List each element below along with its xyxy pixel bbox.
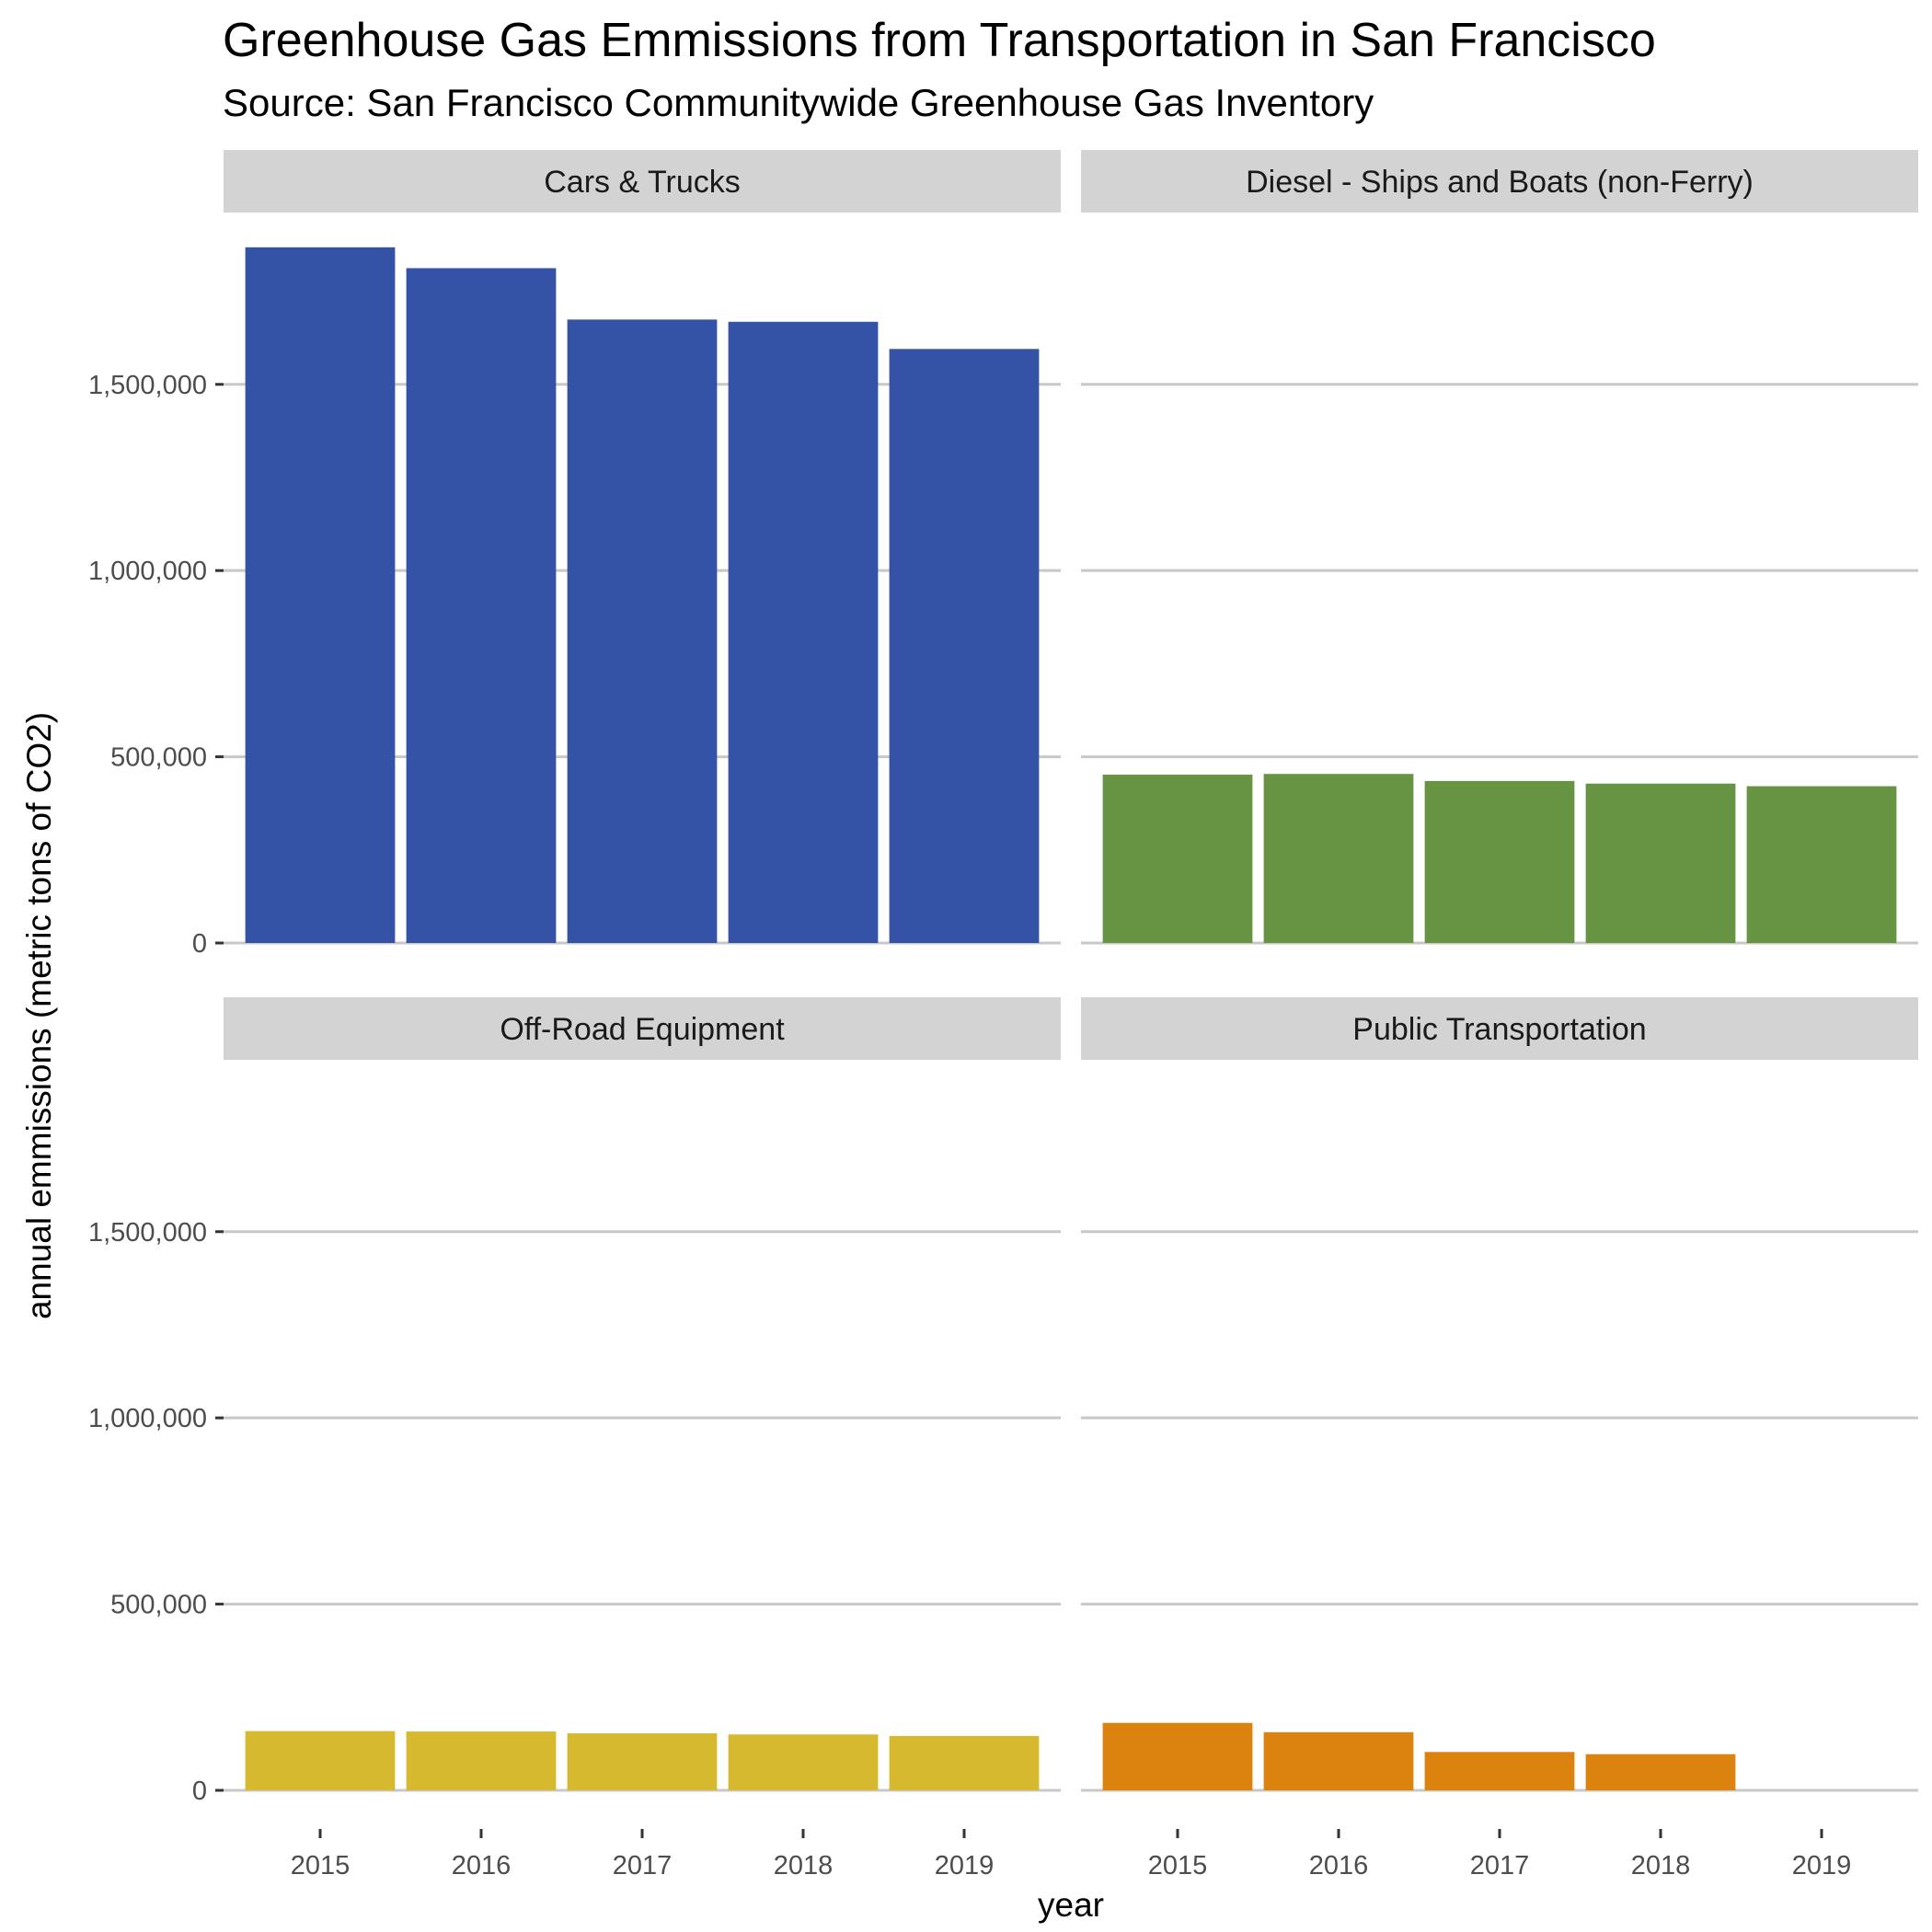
x-tick-label: 2016: [452, 1851, 512, 1880]
bar-2015: [1102, 1722, 1253, 1790]
facet-strip: [224, 997, 1061, 1060]
y-tick-label: 0: [192, 1777, 207, 1806]
x-axis-title: year: [1038, 1886, 1104, 1924]
bar-2016: [1263, 774, 1414, 943]
y-tick-label: 500,000: [110, 1591, 207, 1620]
bar-2019: [889, 349, 1040, 944]
bar-2016: [406, 268, 557, 944]
x-tick-label: 2018: [774, 1851, 834, 1880]
bar-2018: [728, 1734, 879, 1790]
bar-2018: [1585, 783, 1736, 943]
bar-2017: [567, 1733, 718, 1790]
facet-label: Diesel - Ships and Boats (non-Ferry): [1246, 165, 1754, 200]
bar-2017: [1424, 1752, 1575, 1790]
y-tick-label: 1,000,000: [88, 1404, 207, 1433]
bar-2017: [567, 319, 718, 943]
bar-2016: [406, 1731, 557, 1790]
y-axis-title: annual emmissions (metric tons of CO2): [20, 712, 58, 1319]
bar-2016: [1263, 1731, 1414, 1790]
bar-2019: [889, 1735, 1040, 1790]
x-tick-label: 2015: [1148, 1851, 1208, 1880]
y-tick-label: 0: [192, 929, 207, 959]
y-tick-label: 1,500,000: [88, 1218, 207, 1248]
x-tick-label: 2017: [1470, 1851, 1530, 1880]
y-tick-label: 1,500,000: [88, 371, 207, 400]
bar-2015: [245, 1731, 396, 1790]
chart-subtitle: Source: San Francisco Communitywide Gree…: [223, 81, 1374, 124]
chart-title: Greenhouse Gas Emmissions from Transport…: [223, 14, 1656, 67]
facet-strip: [224, 150, 1061, 213]
facet-label: Off-Road Equipment: [500, 1012, 785, 1047]
y-tick-label: 1,000,000: [88, 557, 207, 586]
facet-strip: [1081, 997, 1918, 1060]
x-tick-label: 2015: [291, 1851, 351, 1880]
y-tick-label: 500,000: [110, 743, 207, 773]
facet-strip: [1081, 150, 1918, 213]
bar-2015: [245, 247, 396, 943]
x-tick-label: 2016: [1309, 1851, 1369, 1880]
bar-2018: [728, 321, 879, 943]
x-tick-label: 2019: [1792, 1851, 1852, 1880]
x-tick-label: 2018: [1631, 1851, 1691, 1880]
bar-2015: [1102, 775, 1253, 943]
x-tick-label: 2019: [935, 1851, 995, 1880]
facet-label: Public Transportation: [1352, 1012, 1646, 1047]
bar-2019: [1746, 786, 1897, 943]
facet-label: Cars & Trucks: [544, 165, 740, 200]
bar-2017: [1424, 780, 1575, 943]
x-tick-label: 2017: [613, 1851, 673, 1880]
bar-2018: [1585, 1754, 1736, 1790]
